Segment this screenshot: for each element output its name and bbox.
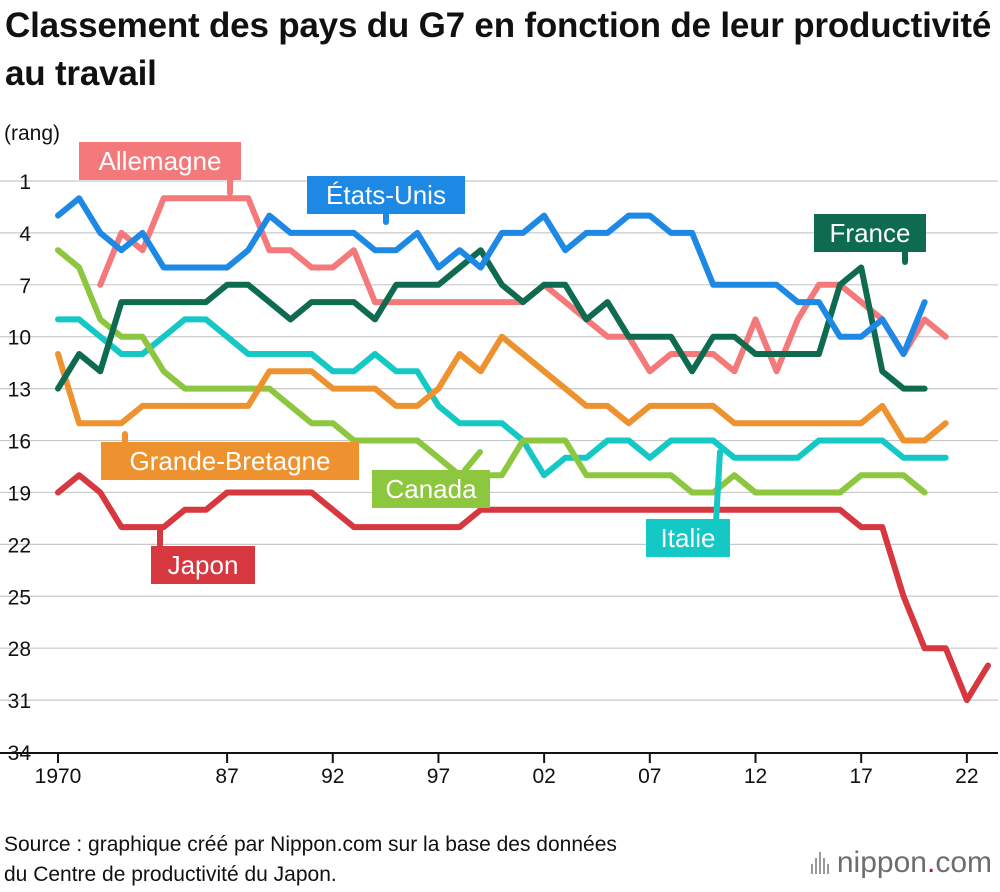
series-label-italie: Italie <box>661 523 716 553</box>
x-tick-label: 97 <box>427 765 450 788</box>
series-label-japon: Japon <box>168 550 239 580</box>
series-callout-italie: Italie <box>646 449 730 557</box>
x-tick-label: 02 <box>532 765 555 788</box>
y-tick-label: 25 <box>8 586 31 609</box>
callout-pointer <box>462 449 483 473</box>
y-tick-label: 16 <box>8 431 31 454</box>
series-callout-grande-bretagne: Grande-Bretagne <box>101 431 359 480</box>
nippon-logo: nippon. com <box>810 846 992 880</box>
series-label-etats-unis: États-Unis <box>326 180 446 210</box>
y-tick-label: 28 <box>8 638 31 661</box>
series-line-etats-unis <box>55 195 928 357</box>
x-tick-label: 22 <box>955 765 978 788</box>
x-tick-label: 07 <box>638 765 661 788</box>
series-line-japon <box>55 472 991 704</box>
callout-box <box>814 214 926 252</box>
series-callout-allemagne: Allemagne <box>79 142 241 196</box>
source-line-1: Source : graphique créé par Nippon.com s… <box>4 833 617 856</box>
series-label-canada: Canada <box>385 474 477 504</box>
series-label-grande-bretagne: Grande-Bretagne <box>130 446 331 476</box>
y-tick-label: 13 <box>8 379 31 402</box>
logo-tld: com <box>935 846 992 879</box>
series-label-allemagne: Allemagne <box>99 146 222 176</box>
logo-dot: . <box>926 846 936 879</box>
series-line-france <box>55 247 928 392</box>
y-tick-label: 31 <box>8 690 31 713</box>
y-tick-label: 1 <box>19 171 31 194</box>
y-tick-label: 10 <box>8 327 31 350</box>
y-tick-label: 19 <box>8 482 31 505</box>
x-tick-label: 17 <box>850 765 873 788</box>
logo-bars-icon <box>810 852 829 874</box>
x-tick-label: 87 <box>215 765 238 788</box>
source-line-2: du Centre de productivité du Japon. <box>4 863 337 886</box>
series-line-grande-bretagne <box>55 333 949 444</box>
source-note: Source : graphique créé par Nippon.com s… <box>4 830 617 890</box>
callout-box <box>79 142 241 180</box>
callout-box <box>372 470 490 508</box>
series-line-canada <box>55 247 928 496</box>
x-tick-label: 12 <box>744 765 767 788</box>
callout-pointer <box>713 449 723 525</box>
chart-title: Classement des pays du G7 en fonction de… <box>5 6 992 93</box>
series-label-france: France <box>830 218 911 248</box>
callout-box <box>646 519 730 557</box>
y-axis-label: (rang) <box>4 122 61 145</box>
callout-box <box>151 546 255 584</box>
y-tick-label: 4 <box>19 223 31 246</box>
callout-box <box>101 442 359 480</box>
series-callout-etats-unis: États-Unis <box>307 176 465 225</box>
x-tick-label: 92 <box>321 765 344 788</box>
series-callout-canada: Canada <box>372 449 490 508</box>
series-callout-france: France <box>814 214 926 265</box>
x-tick-label: 1970 <box>35 765 82 788</box>
callout-box <box>307 176 465 214</box>
series-line-italie <box>55 316 949 479</box>
y-tick-label: 22 <box>8 534 31 557</box>
y-tick-label: 7 <box>19 275 31 298</box>
logo-name: nippon <box>836 846 927 879</box>
series-callout-japon: Japon <box>151 527 255 584</box>
